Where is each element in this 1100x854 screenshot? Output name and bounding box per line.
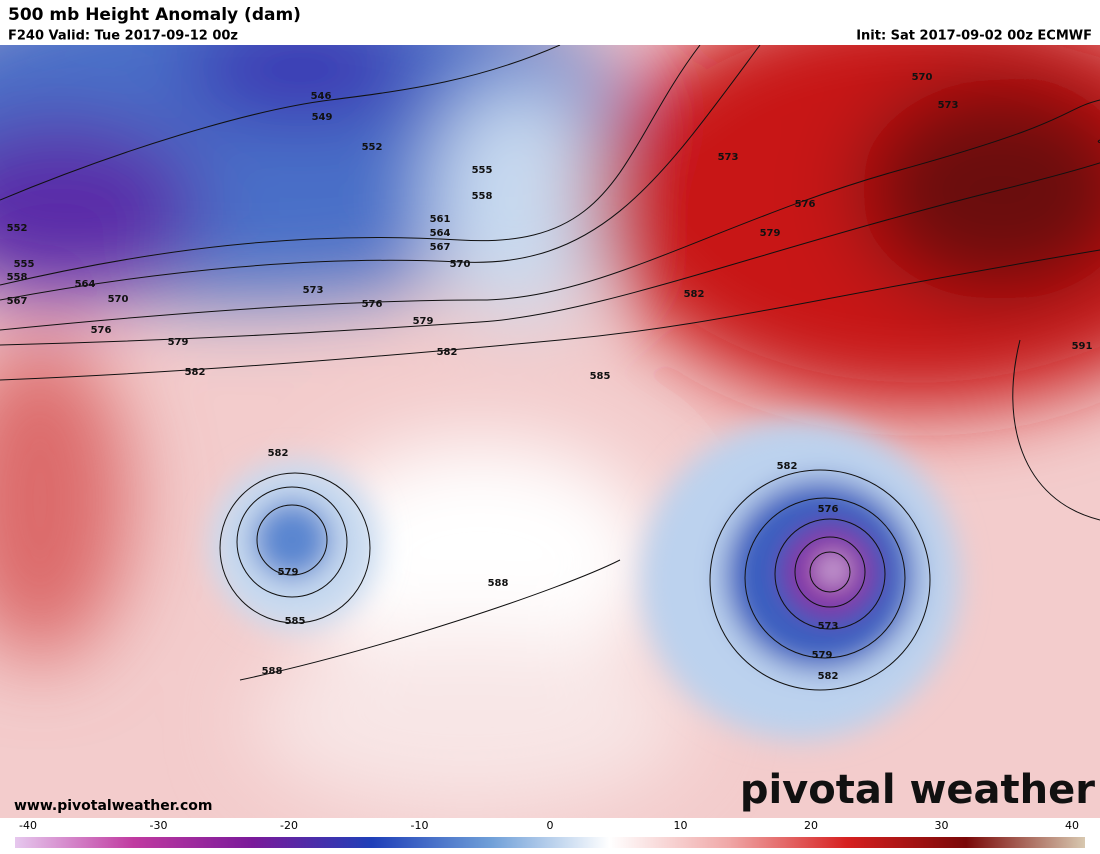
contour-label: 573 xyxy=(718,152,739,163)
contour-label: 549 xyxy=(312,112,333,123)
colorbar-tick-label: 20 xyxy=(804,819,818,832)
contour-label: 579 xyxy=(278,567,299,578)
map xyxy=(0,45,1100,818)
contour-label: 573 xyxy=(303,285,324,296)
colorbar-tick-label: -30 xyxy=(150,819,168,832)
contour-label: 564 xyxy=(75,279,96,290)
contour-label: 555 xyxy=(472,165,493,176)
contour-label: 570 xyxy=(450,259,471,270)
contour-label: 582 xyxy=(818,671,839,682)
contour-label: 558 xyxy=(472,191,493,202)
contour-label: 576 xyxy=(91,325,112,336)
colorbar-tick-label: -20 xyxy=(280,819,298,832)
contour-label: 591 xyxy=(1072,341,1093,352)
colorbar xyxy=(15,837,1085,848)
contour-label: 579 xyxy=(760,228,781,239)
colorbar-tick-label: -40 xyxy=(19,819,37,832)
contour-label: 552 xyxy=(7,223,28,234)
contour-label: 567 xyxy=(7,296,28,307)
contour-label: 558 xyxy=(7,272,28,283)
colorbar-tick-label: 10 xyxy=(674,819,688,832)
valid-time: F240 Valid: Tue 2017-09-12 00z xyxy=(8,29,238,44)
init-time: Init: Sat 2017-09-02 00z ECMWF xyxy=(856,29,1092,44)
colorbar-tick-label: 0 xyxy=(547,819,554,832)
colorbar-tick-label: 30 xyxy=(935,819,949,832)
contour-label: 546 xyxy=(311,91,332,102)
logo: pivotal weather xyxy=(740,767,1095,813)
contour-label: 555 xyxy=(14,259,35,270)
contour-label: 585 xyxy=(590,371,611,382)
contour-label: 576 xyxy=(362,299,383,310)
colorbar-tick-label: -10 xyxy=(411,819,429,832)
contour-label: 582 xyxy=(185,367,206,378)
contour-label: 588 xyxy=(488,578,509,589)
site-url: www.pivotalweather.com xyxy=(14,798,213,814)
contour-label: 585 xyxy=(285,616,306,627)
contour-label: 576 xyxy=(795,199,816,210)
contour-label: 573 xyxy=(938,100,959,111)
contour-label: 570 xyxy=(108,294,129,305)
contour-label: 582 xyxy=(777,461,798,472)
contour-label: 579 xyxy=(168,337,189,348)
title: 500 mb Height Anomaly (dam) xyxy=(8,5,301,25)
contour-label: 579 xyxy=(812,650,833,661)
contour-label: 573 xyxy=(818,621,839,632)
contour-label: 579 xyxy=(413,316,434,327)
contour-label: 588 xyxy=(262,666,283,677)
contour-label: 576 xyxy=(818,504,839,515)
contour-label: 552 xyxy=(362,142,383,153)
contour-label: 570 xyxy=(912,72,933,83)
contour-label: 564 xyxy=(430,228,451,239)
colorbar-tick-label: 40 xyxy=(1065,819,1079,832)
contour-label: 561 xyxy=(430,214,451,225)
contour-label: 582 xyxy=(268,448,289,459)
contour-label: 582 xyxy=(437,347,458,358)
contour-label: 567 xyxy=(430,242,451,253)
contour-label: 582 xyxy=(684,289,705,300)
